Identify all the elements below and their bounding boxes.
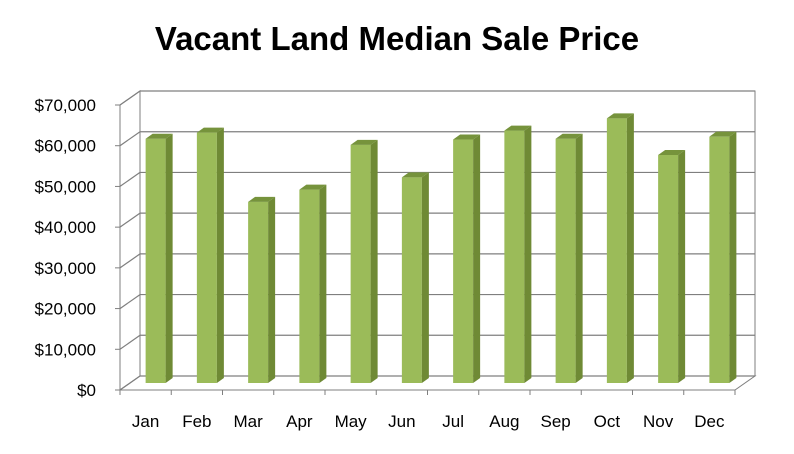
bar-top-face bbox=[299, 184, 327, 190]
bar-oct bbox=[606, 113, 634, 383]
gridlines bbox=[115, 90, 755, 391]
x-tick-label: Dec bbox=[694, 412, 725, 431]
y-tick-label: $0 bbox=[77, 381, 96, 400]
bar-aug bbox=[504, 125, 532, 384]
gridline-side bbox=[119, 171, 141, 187]
x-tick-label: May bbox=[335, 412, 368, 431]
bar-feb bbox=[196, 127, 224, 383]
bar-apr bbox=[299, 184, 327, 383]
back-wall bbox=[139, 90, 756, 377]
bar-mar bbox=[248, 196, 276, 383]
y-tick-label: $10,000 bbox=[35, 340, 96, 359]
bar-top-face bbox=[504, 125, 532, 131]
y-tick-label: $30,000 bbox=[35, 259, 96, 278]
x-tick-label: Feb bbox=[182, 412, 211, 431]
gridline-side bbox=[119, 294, 141, 310]
bar-front-face bbox=[401, 177, 422, 383]
side-wall bbox=[119, 90, 141, 391]
x-tick-label: Apr bbox=[286, 412, 313, 431]
gridline-side bbox=[119, 90, 141, 106]
bar-front-face bbox=[145, 138, 166, 383]
x-tick-label: Aug bbox=[489, 412, 519, 431]
bar-side-face bbox=[421, 172, 429, 383]
bar-front-face bbox=[606, 118, 627, 383]
y-tick-label: $20,000 bbox=[35, 300, 96, 319]
bar-side-face bbox=[575, 133, 583, 383]
bar-front-face bbox=[453, 139, 474, 383]
bar-side-face bbox=[678, 150, 686, 383]
bar-top-face bbox=[145, 133, 173, 139]
bar-front-face bbox=[504, 130, 525, 383]
plot-walls bbox=[118, 90, 757, 391]
bar-top-face bbox=[401, 172, 429, 178]
bar-side-face bbox=[268, 196, 276, 383]
bar-front-face bbox=[555, 138, 576, 383]
bar-side-face bbox=[165, 133, 173, 383]
bar-side-face bbox=[370, 139, 378, 383]
x-tick-label: Nov bbox=[643, 412, 674, 431]
bar-side-face bbox=[729, 131, 737, 383]
bar-top-face bbox=[555, 133, 583, 139]
x-tick-label: Jun bbox=[388, 412, 415, 431]
bar-top-face bbox=[709, 131, 737, 137]
gridline-side bbox=[119, 253, 141, 269]
bar-side-face bbox=[319, 184, 327, 383]
bar-front-face bbox=[196, 132, 217, 383]
chart-title: Vacant Land Median Sale Price bbox=[155, 20, 639, 57]
bar-top-face bbox=[350, 139, 378, 145]
y-axis-tick-labels: $0 $10,000 $20,000 $30,000 $40,000 $50,000 $60… bbox=[35, 96, 96, 400]
bar-front-face bbox=[709, 136, 730, 383]
bar-dec bbox=[709, 131, 737, 383]
bar-top-face bbox=[658, 150, 686, 155]
x-tick-label: Jul bbox=[442, 412, 464, 431]
x-tick-label: Jan bbox=[132, 412, 159, 431]
bar-jan bbox=[145, 133, 173, 383]
bar-side-face bbox=[626, 113, 634, 383]
gridline-side bbox=[119, 212, 141, 228]
bar-front-face bbox=[248, 201, 269, 383]
bar-side-face bbox=[216, 127, 224, 383]
bar-jun bbox=[401, 172, 429, 383]
bar-may bbox=[350, 139, 378, 383]
x-axis-tick-labels: Jan Feb Mar Apr May Jun Jul Aug Sep Oct Nov Dec bbox=[119, 390, 736, 431]
bar-side-face bbox=[524, 125, 532, 384]
bar-top-face bbox=[248, 196, 276, 202]
bar-top-face bbox=[453, 134, 481, 140]
bar-front-face bbox=[350, 144, 371, 383]
x-tick-label: Oct bbox=[594, 412, 621, 431]
gridline-side bbox=[119, 375, 141, 391]
bar-top-face bbox=[606, 113, 634, 119]
gridline-side bbox=[119, 334, 141, 350]
gridline-side bbox=[119, 131, 141, 147]
y-tick-label: $70,000 bbox=[35, 96, 96, 115]
bar-front-face bbox=[658, 155, 679, 383]
y-tick-label: $40,000 bbox=[35, 218, 96, 237]
bar-side-face bbox=[473, 134, 481, 383]
x-tick-label: Mar bbox=[233, 412, 263, 431]
bars bbox=[145, 113, 737, 384]
bar-sep bbox=[555, 133, 583, 383]
y-tick-label: $60,000 bbox=[35, 137, 96, 156]
bar-front-face bbox=[299, 189, 320, 383]
bar-top-face bbox=[196, 127, 224, 133]
bar-nov bbox=[658, 150, 686, 383]
x-tick-label: Sep bbox=[541, 412, 571, 431]
y-tick-label: $50,000 bbox=[35, 177, 96, 196]
bar-jul bbox=[453, 134, 481, 383]
